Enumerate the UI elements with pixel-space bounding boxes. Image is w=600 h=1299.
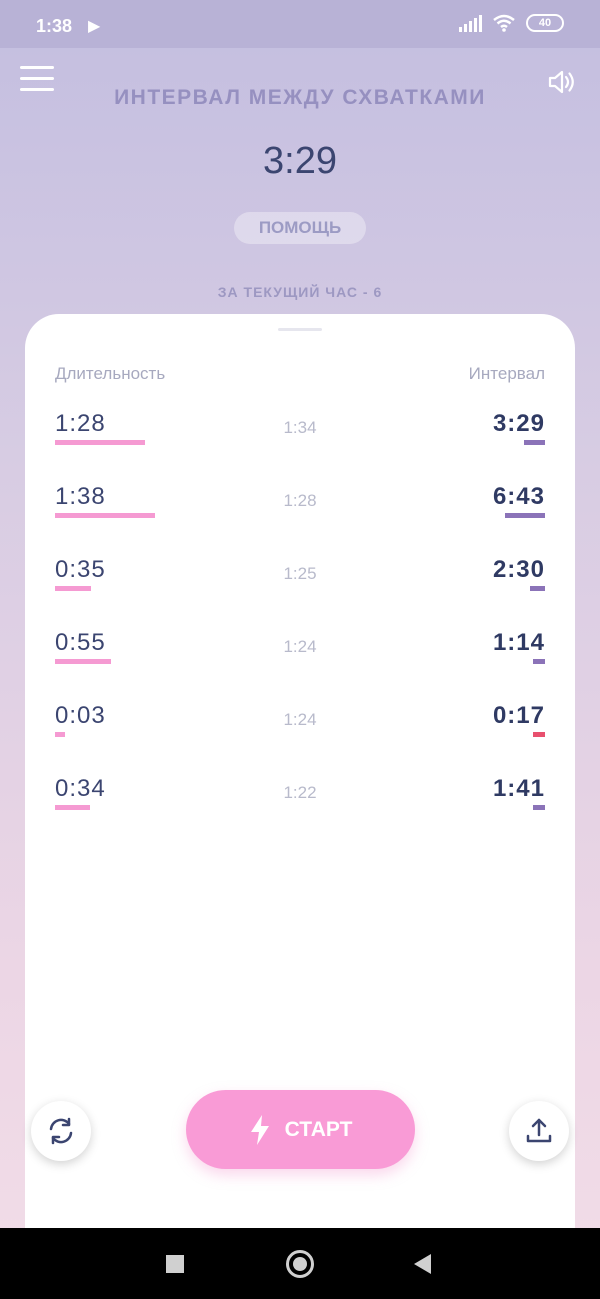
signal-icon xyxy=(459,14,482,32)
upload-button[interactable] xyxy=(509,1101,569,1161)
recents-icon[interactable] xyxy=(166,1255,184,1273)
battery-icon: 40 xyxy=(526,14,564,32)
home-icon[interactable] xyxy=(286,1250,314,1278)
column-duration-header: Длительность xyxy=(55,364,166,383)
contraction-row[interactable]: 0:34 1:22 1:41 xyxy=(25,775,575,835)
status-bar: 1:38 ▶ 40 xyxy=(0,0,600,48)
duration-bar xyxy=(55,440,145,445)
duration-value: 1:28 xyxy=(55,410,106,437)
duration-value: 0:35 xyxy=(55,556,106,583)
current-interval: 3:29 xyxy=(263,140,337,182)
interval-value: 1:14 xyxy=(492,629,545,656)
play-icon: ▶ xyxy=(88,18,101,35)
contraction-row[interactable]: 1:38 1:28 6:43 xyxy=(25,483,575,543)
interval-bar xyxy=(533,805,545,810)
start-button[interactable]: СТАРТ xyxy=(186,1090,415,1169)
duration-bar xyxy=(55,659,111,664)
refresh-icon xyxy=(49,1117,73,1145)
interval-bar xyxy=(533,732,545,737)
lightning-icon xyxy=(250,1114,269,1145)
interval-value: 3:29 xyxy=(492,410,545,437)
hour-count: ЗА ТЕКУЩИЙ ЧАС - 6 xyxy=(217,284,383,300)
system-nav-bar xyxy=(0,1228,600,1299)
interval-value: 0:17 xyxy=(492,702,545,729)
interval-bar xyxy=(530,586,545,591)
contraction-row[interactable]: 1:28 1:34 3:29 xyxy=(25,410,575,470)
contraction-row[interactable]: 0:03 1:24 0:17 xyxy=(25,702,575,762)
contraction-time: 1:22 xyxy=(283,783,317,802)
interval-bar xyxy=(505,513,545,518)
duration-value: 0:03 xyxy=(55,702,106,729)
contraction-time: 1:25 xyxy=(283,564,317,583)
status-time: 1:38 xyxy=(36,16,73,36)
back-icon[interactable] xyxy=(414,1254,431,1274)
interval-bar xyxy=(533,659,545,664)
duration-bar xyxy=(55,586,91,591)
duration-bar xyxy=(55,513,155,518)
refresh-button[interactable] xyxy=(31,1101,91,1161)
contraction-row[interactable]: 0:35 1:25 2:30 xyxy=(25,556,575,616)
contraction-row[interactable]: 0:55 1:24 1:14 xyxy=(25,629,575,689)
help-button[interactable]: ПОМОЩЬ xyxy=(234,212,366,244)
start-label: СТАРТ xyxy=(284,1117,353,1141)
contraction-time: 1:24 xyxy=(283,637,317,656)
upload-icon xyxy=(526,1118,552,1143)
interval-bar xyxy=(524,440,545,445)
sound-icon[interactable] xyxy=(546,66,578,98)
page-title: ИНТЕРВАЛ МЕЖДУ СХВАТКАМИ xyxy=(114,86,486,109)
interval-value: 1:41 xyxy=(492,775,545,802)
contraction-time: 1:28 xyxy=(283,491,317,510)
interval-value: 6:43 xyxy=(492,483,545,510)
drag-handle[interactable] xyxy=(278,328,322,331)
wifi-icon xyxy=(493,14,515,32)
duration-value: 0:55 xyxy=(55,629,106,656)
duration-bar xyxy=(55,805,90,810)
contraction-time: 1:24 xyxy=(283,710,317,729)
duration-bar xyxy=(55,732,65,737)
interval-value: 2:30 xyxy=(492,556,545,583)
duration-value: 0:34 xyxy=(55,775,106,802)
contraction-time: 1:34 xyxy=(283,418,317,437)
menu-icon[interactable] xyxy=(20,66,54,96)
status-icons: 40 xyxy=(459,14,564,32)
duration-value: 1:38 xyxy=(55,483,106,510)
column-interval-header: Интервал xyxy=(468,364,545,383)
